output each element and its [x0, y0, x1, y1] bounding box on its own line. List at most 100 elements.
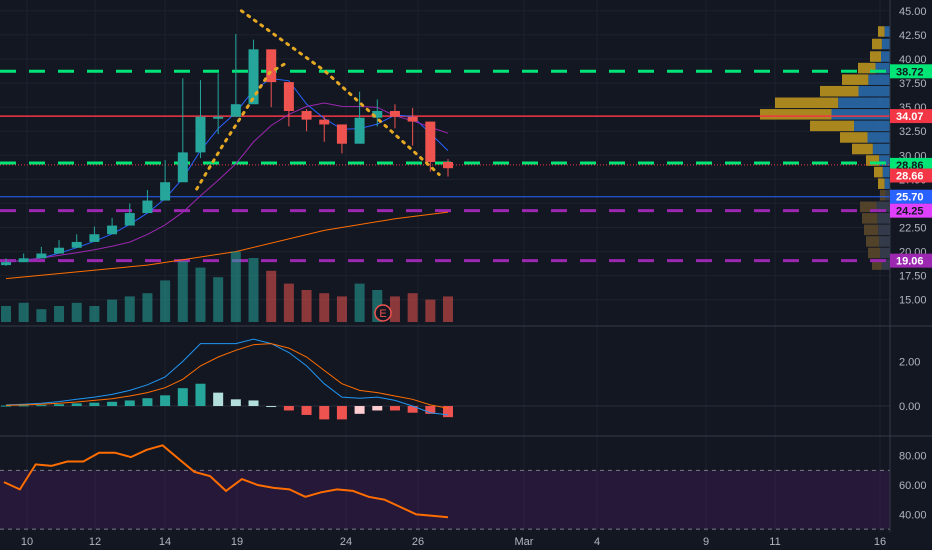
rsi-panel[interactable] [0, 444, 890, 530]
macd-histogram-bar [336, 406, 347, 420]
macd-signal-line [5, 343, 449, 409]
time-axis-tick: 11 [769, 536, 780, 548]
trendline-lower [195, 62, 287, 191]
volume-profile-bar [820, 85, 859, 97]
price-axis-tick: 37.50 [899, 78, 927, 90]
volume-bar [213, 277, 224, 322]
volume-bar [142, 293, 153, 322]
time-axis-tick: 10 [21, 536, 33, 548]
volume-bar [195, 267, 206, 322]
candle-body [213, 116, 224, 119]
candle-body [195, 116, 206, 153]
volume-profile-bar [884, 178, 890, 189]
macd-histogram-bar [160, 395, 171, 407]
macd-histogram-bar [124, 400, 135, 407]
macd-panel[interactable] [0, 338, 890, 420]
time-axis-tick: 24 [340, 536, 352, 548]
volume-profile-bar [775, 97, 839, 109]
time-axis-tick: Mar [515, 536, 534, 548]
volume-profile-bar [870, 51, 881, 62]
volume-profile-bar [878, 26, 885, 37]
candle-body [407, 116, 418, 122]
price-badge [890, 168, 932, 183]
macd-axis-tick: 0.00 [899, 401, 920, 413]
volume-bar [107, 299, 118, 322]
volume-profile-bar [868, 74, 890, 85]
candle-body [336, 124, 347, 144]
volume-bar [283, 283, 294, 322]
volume-profile-bar [858, 85, 890, 97]
macd-histogram-bar [354, 406, 365, 414]
volume-bar [407, 293, 418, 322]
volume-bar [425, 299, 436, 322]
price-badge-label: 38.72 [896, 66, 924, 78]
macd-histogram-bar [1, 405, 11, 407]
volume-profile-bar [840, 132, 868, 143]
candle-body [319, 119, 330, 125]
macd-histogram-bar [18, 405, 29, 407]
volume-profile-bar [838, 97, 890, 109]
macd-histogram-bar [107, 401, 118, 407]
volume-bar [177, 261, 188, 322]
volume-bar [301, 290, 312, 322]
candle-body [89, 234, 100, 242]
volume-profile-bar [872, 259, 882, 270]
event-marker-label: E [379, 308, 386, 320]
rsi-axis-tick: 80.00 [899, 451, 927, 463]
volume-profile-bar [878, 224, 890, 236]
macd-axis-tick: 2.00 [899, 356, 920, 368]
macd-histogram-bar [230, 399, 241, 407]
price-axis-tick: 22.50 [899, 223, 927, 235]
price-badge [890, 109, 932, 124]
volume-profile-bar [866, 236, 880, 247]
volume-bar [389, 296, 400, 322]
volume-profile-bar [760, 109, 832, 120]
price-axis-tick: 42.50 [899, 30, 927, 42]
candle-body [54, 247, 65, 254]
price-panel[interactable]: E [0, 9, 890, 322]
ma-mid-line [5, 102, 449, 263]
candle-body [443, 162, 453, 169]
macd-histogram-bar [248, 400, 259, 407]
volume-profile-bar [872, 143, 890, 155]
volume-profile-bar [877, 213, 890, 224]
price-badge [890, 189, 932, 204]
macd-histogram-bar [213, 392, 224, 407]
volume-bar [160, 280, 171, 322]
macd-histogram-bar [389, 406, 400, 411]
volume-profile-bar [882, 166, 890, 178]
volume-profile-bar [878, 178, 885, 189]
macd-histogram-bar [443, 406, 453, 418]
volume-bar [443, 296, 453, 322]
macd-histogram-bar [142, 398, 153, 407]
volume-profile-bar [831, 109, 890, 120]
volume-profile-bar [866, 155, 880, 166]
macd-line [5, 338, 449, 416]
candle-body [107, 225, 118, 235]
volume-profile-bar [880, 247, 890, 259]
time-axis-tick: 26 [412, 536, 424, 548]
volume-profile-bar [852, 143, 873, 155]
candle-body [18, 258, 29, 263]
volume-profile-bar [881, 38, 890, 50]
macd-histogram-bar [425, 406, 436, 414]
price-axis-tick: 45.00 [899, 6, 927, 18]
volume-bar [71, 302, 82, 322]
time-axis-tick: 14 [159, 536, 171, 548]
candle-body [248, 49, 259, 105]
volume-bar [372, 290, 383, 322]
trendline-upper [239, 9, 441, 176]
macd-histogram-bar [372, 406, 383, 411]
candle-body [230, 104, 241, 117]
macd-histogram-bar [266, 406, 277, 408]
rsi-axis-tick: 40.00 [899, 509, 927, 521]
volume-profile-bar [885, 189, 890, 201]
volume-bar [266, 270, 277, 322]
price-badge [890, 203, 932, 218]
price-axis-tick: 20.00 [899, 247, 927, 259]
macd-histogram-bar [177, 388, 188, 407]
macd-histogram-bar [89, 402, 100, 407]
candle-body [177, 152, 188, 183]
